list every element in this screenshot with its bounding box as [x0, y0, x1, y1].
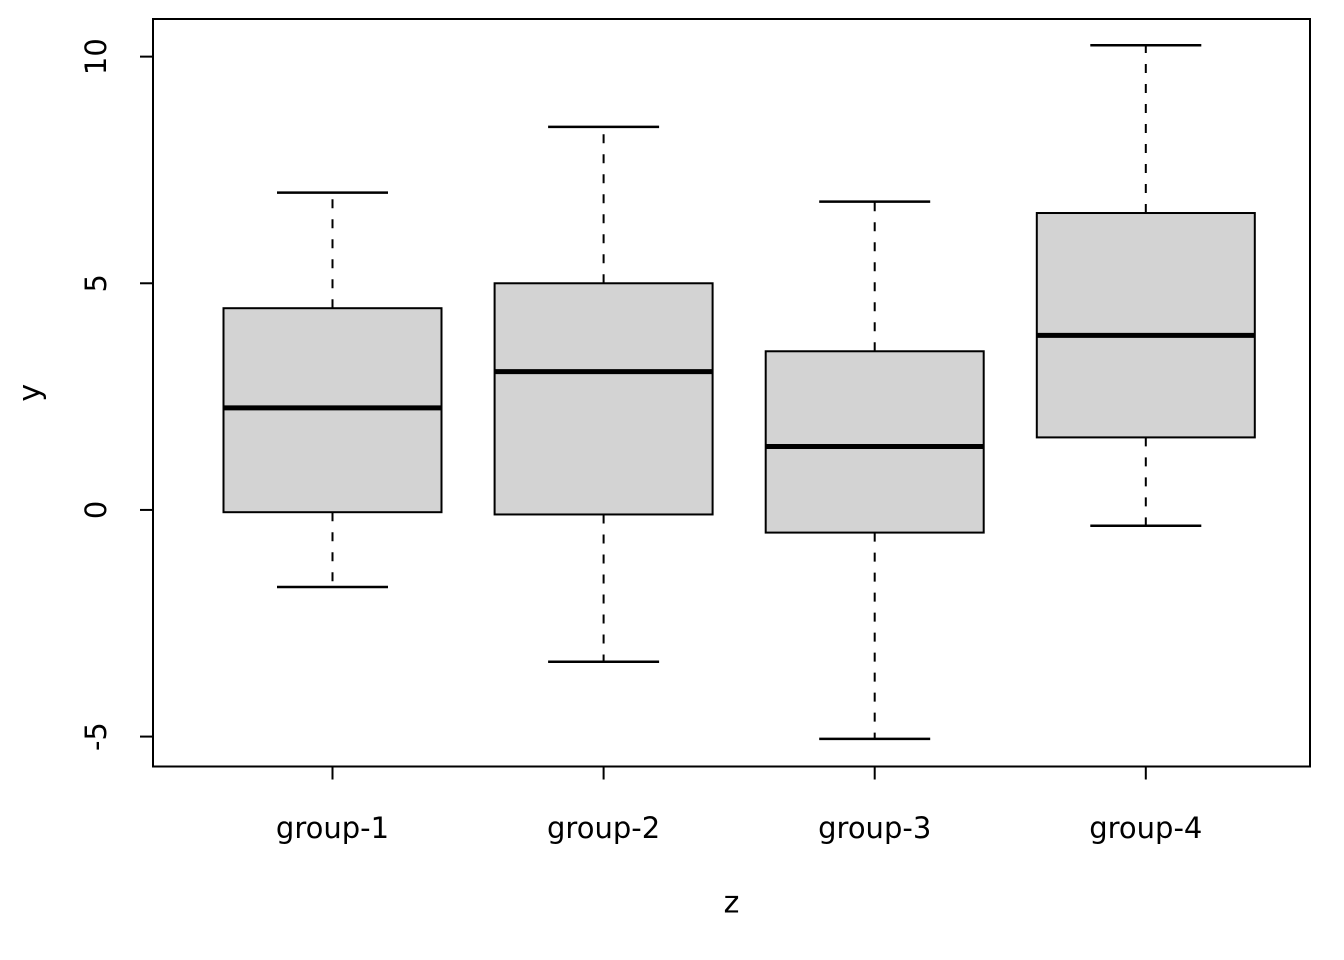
y-axis-title: y [13, 384, 48, 402]
x-tick-label: group-1 [276, 811, 389, 845]
axes: group-1 group-2 group-3 group-4 -5 0 5 10 [79, 38, 1202, 845]
iqr-box [764, 350, 985, 534]
y-tick-label: 5 [79, 274, 113, 292]
y-tick-label: -5 [79, 722, 113, 751]
x-tick-label: group-2 [547, 811, 660, 845]
iqr-box [1035, 212, 1256, 439]
y-tick-label: 0 [79, 501, 113, 519]
iqr-box [493, 282, 714, 516]
x-tick-label: group-4 [1089, 811, 1202, 845]
x-tick-label: group-3 [818, 811, 931, 845]
y-tick-label: 10 [79, 38, 113, 75]
x-axis-title: z [724, 886, 740, 921]
boxplot-marks [222, 44, 1256, 741]
plot-border [152, 18, 1311, 768]
